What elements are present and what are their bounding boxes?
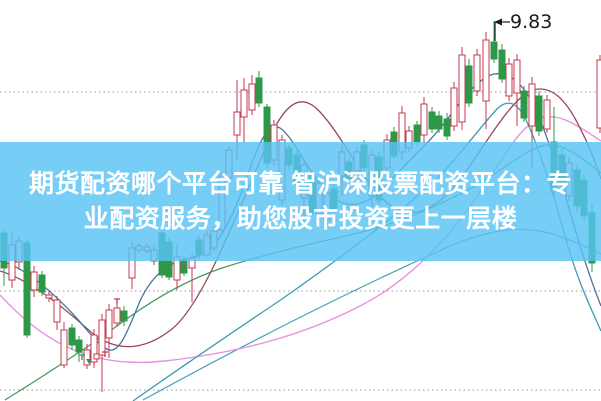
ma-maroon <box>0 88 601 348</box>
high-price-label: 9.83 <box>510 11 553 33</box>
banner-title-line2: 业配资服务，助您股市投资更上一层楼 <box>83 204 518 233</box>
banner-title-line1: 期货配资哪个平台可靠 智沪深股票配资平台：专 <box>29 169 572 198</box>
promo-banner[interactable]: 期货配资哪个平台可靠 智沪深股票配资平台：专 业配资服务，助您股市投资更上一层楼 <box>0 142 601 261</box>
